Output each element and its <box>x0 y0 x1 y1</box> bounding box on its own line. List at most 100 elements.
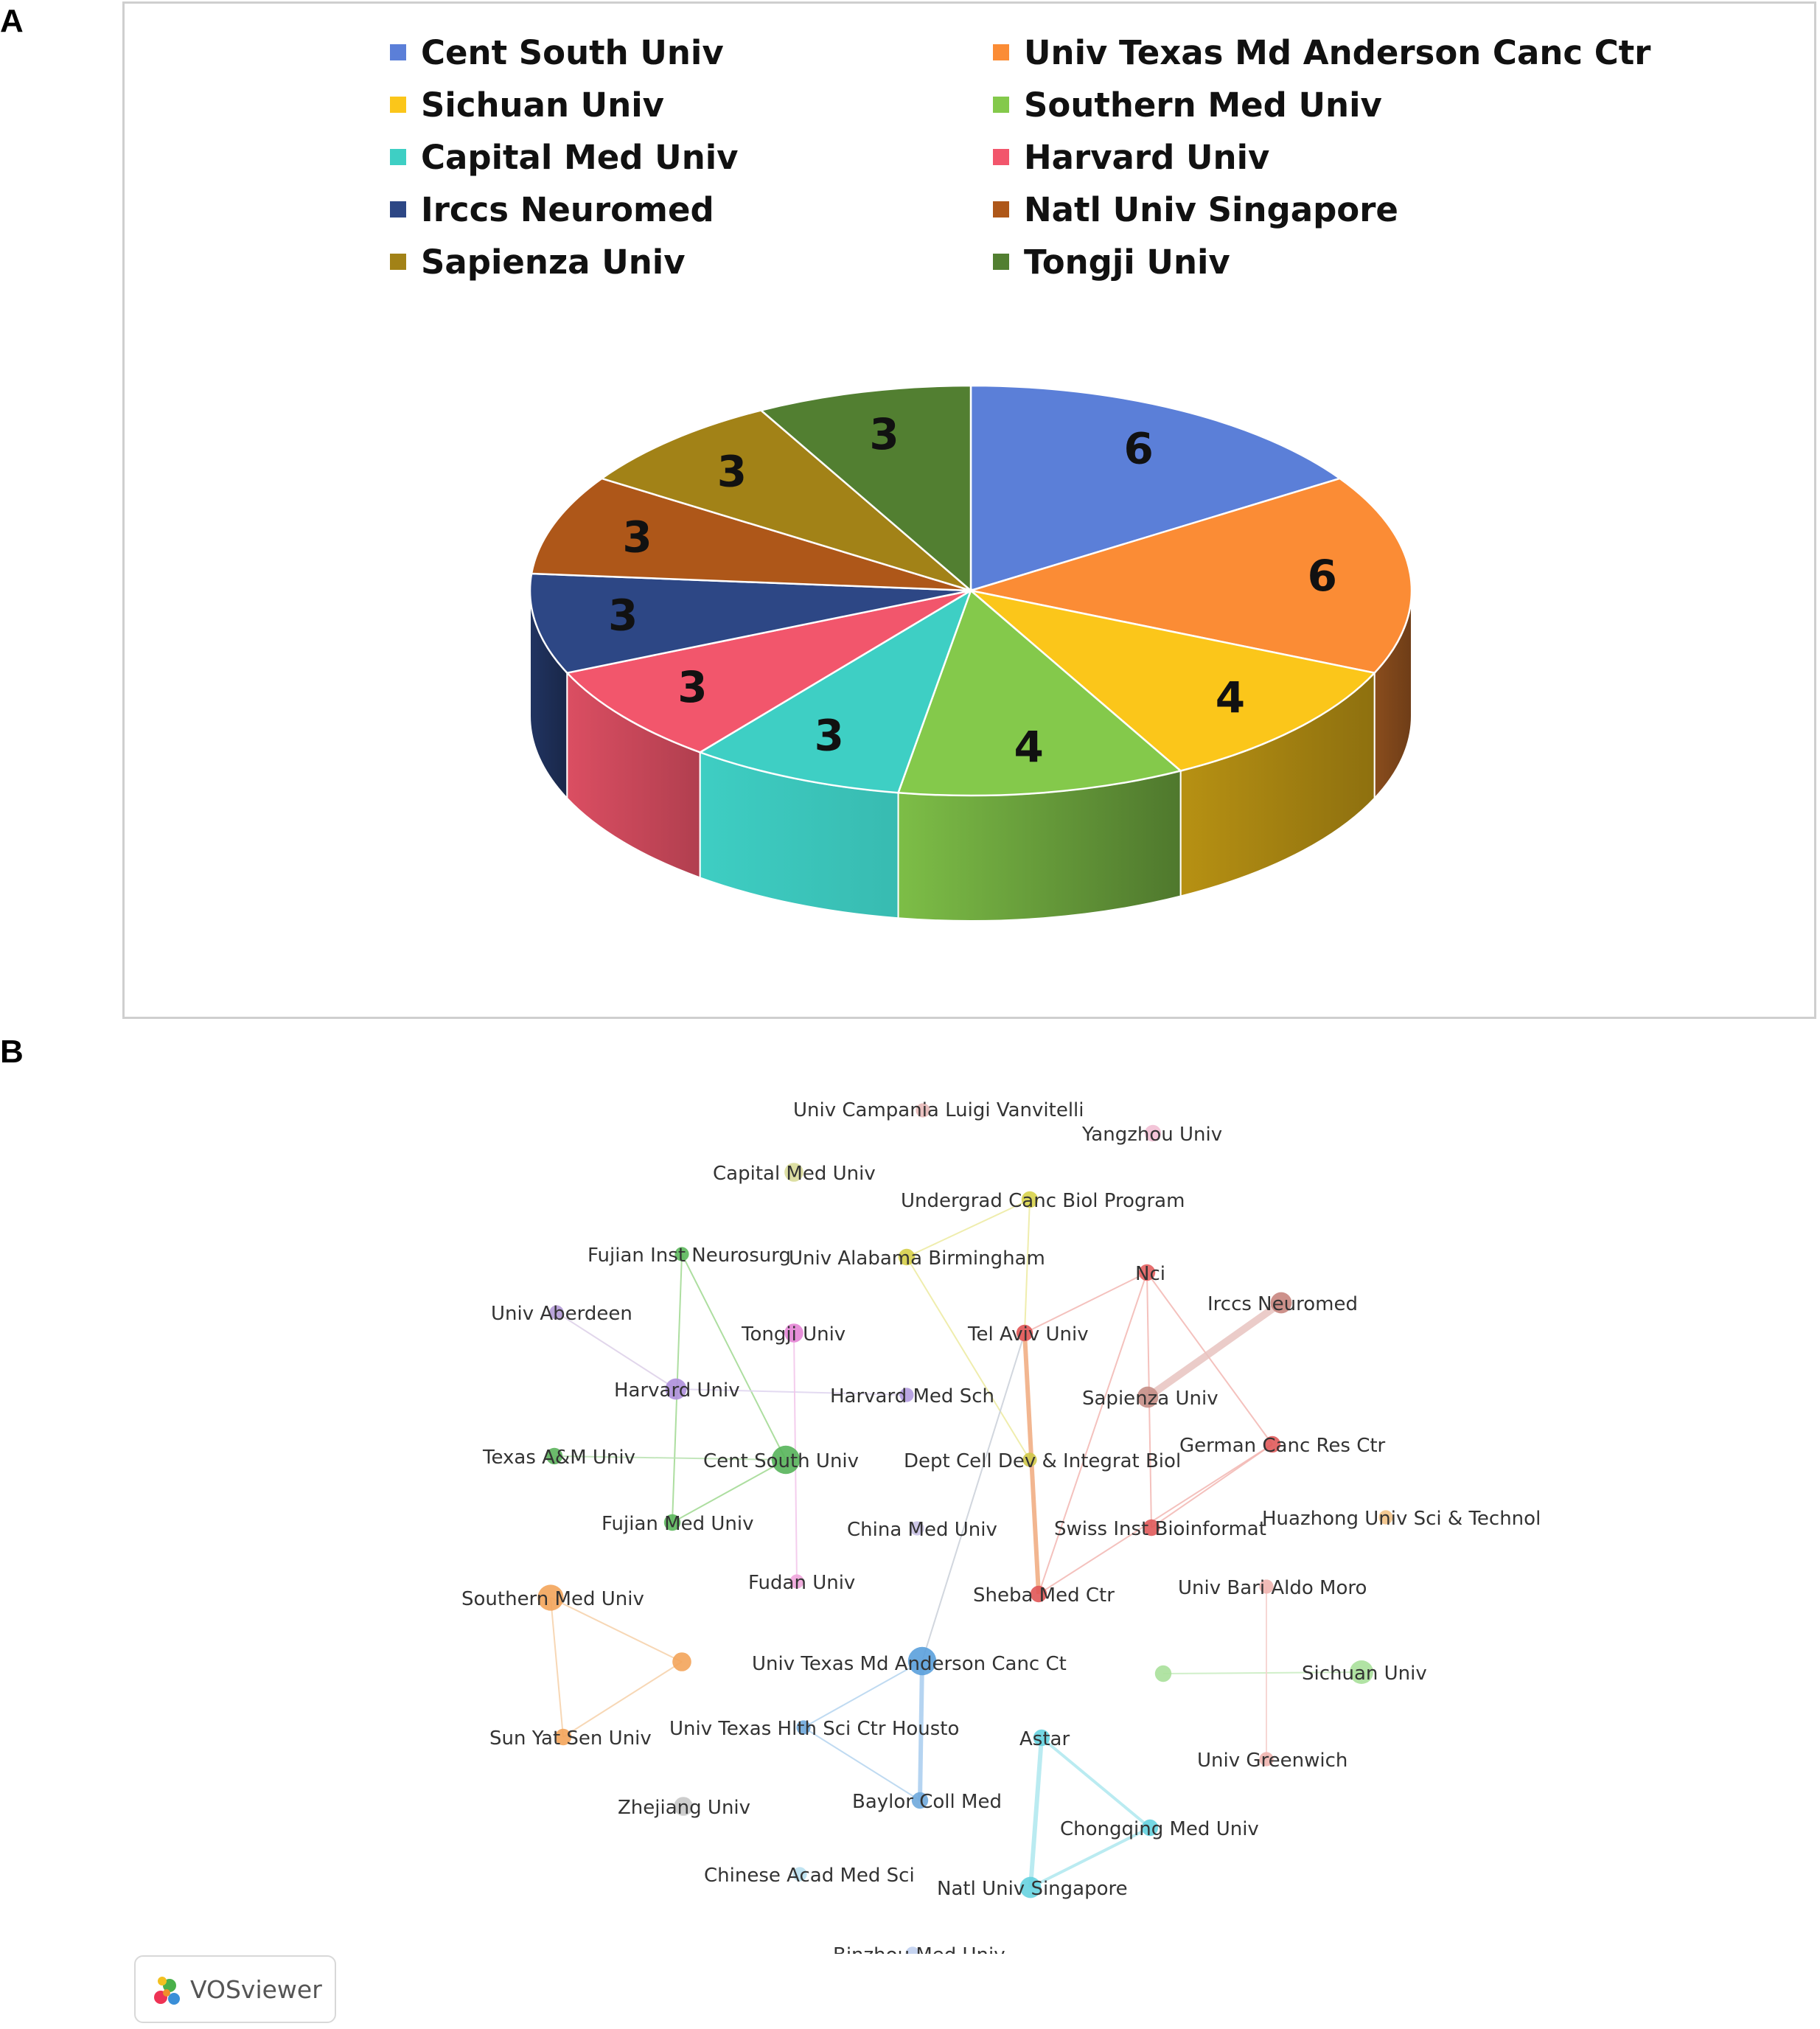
network-node-label: Undergrad Canc Biol Program <box>901 1190 1185 1212</box>
network-edge <box>556 1312 677 1390</box>
network-node-label: Univ Greenwich <box>1197 1750 1347 1772</box>
legend-label: Harvard Univ <box>1024 137 1270 177</box>
network-node-label: Yangzhou Univ <box>1081 1124 1222 1146</box>
legend-swatch <box>993 201 1009 217</box>
pie-slice-6 <box>529 572 972 675</box>
network-edge <box>562 1661 683 1738</box>
network-edge <box>554 1455 787 1461</box>
network-node <box>771 1445 801 1475</box>
panel-label-a: A <box>0 3 24 39</box>
network-node-label: Univ Bari Aldo Moro <box>1178 1577 1367 1599</box>
network-node <box>545 1447 563 1465</box>
network-node <box>789 1574 804 1589</box>
legend-swatch <box>993 254 1009 270</box>
network-node <box>1350 1660 1373 1684</box>
network-node-label: Sapienza Univ <box>1082 1388 1218 1410</box>
pie-data-label: 3 <box>677 662 707 712</box>
pie-slice-4 <box>697 588 973 794</box>
network-node <box>674 1247 689 1261</box>
network-node <box>1259 1579 1274 1594</box>
legend-item: Univ Texas Md Anderson Canc Ctr <box>993 30 1650 74</box>
pie-slice-9 <box>759 384 972 593</box>
legend-swatch <box>390 254 406 270</box>
network-edge <box>1030 1826 1151 1889</box>
pie-slice-3 <box>896 588 1183 797</box>
pie-slice-7 <box>530 477 972 592</box>
network-node <box>784 1163 803 1182</box>
network-node <box>1378 1510 1393 1525</box>
network-edge <box>1024 1199 1031 1334</box>
network-node-label: Chongqing Med Univ <box>1060 1818 1259 1840</box>
network-edge <box>921 1332 1025 1662</box>
pie-legend: Cent South Univ Univ Texas Md Anderson Ca… <box>390 30 1717 284</box>
network-node-label: Univ Alabama Birmingham <box>789 1247 1045 1270</box>
network-node-label: Tel Aviv Univ <box>967 1323 1089 1346</box>
network-edge <box>1028 1737 1044 1888</box>
legend-item: Natl Univ Singapore <box>993 187 1398 232</box>
network-node-label: Texas A&M Univ <box>482 1447 635 1469</box>
vosviewer-logo-text: VOSviewer <box>190 1974 322 2004</box>
network-node <box>1144 1124 1162 1142</box>
network-node-label: Univ Texas Md Anderson Canc Ct <box>752 1653 1067 1675</box>
legend-swatch <box>390 44 406 60</box>
pie-slice-8 <box>599 409 972 592</box>
network-node <box>1138 1264 1156 1281</box>
network-node <box>910 1521 924 1536</box>
network-node-label: Southern Med Univ <box>461 1588 644 1610</box>
pie-data-label: 6 <box>1124 423 1154 473</box>
legend-label: Irccs Neuromed <box>421 189 714 229</box>
network-node-label: Baylor Coll Med <box>852 1791 1002 1813</box>
pie-slice-1 <box>970 477 1413 675</box>
network-edge <box>906 1256 1031 1461</box>
network-edge <box>803 1727 921 1801</box>
legend-label: Cent South Univ <box>421 32 724 72</box>
network-node <box>898 1248 916 1266</box>
network-node <box>537 1584 564 1611</box>
network-node <box>916 1103 930 1118</box>
network-node-label: Irccs Neuromed <box>1207 1293 1358 1315</box>
network-node <box>1030 1585 1047 1603</box>
legend-label: Natl Univ Singapore <box>1024 189 1398 229</box>
network-node-label: Binzhou Med Univ <box>833 1944 1005 1954</box>
network-node-label: Fudan Univ <box>748 1572 855 1594</box>
network-node-label: Univ Texas Hlth Sci Ctr Housto <box>669 1718 959 1740</box>
network-node <box>899 1388 914 1402</box>
network-node-label: Chinese Acad Med Sci <box>704 1865 915 1887</box>
legend-item: Cent South Univ <box>390 30 724 74</box>
network-node <box>1021 1191 1039 1208</box>
network-edge <box>1146 1299 1283 1401</box>
network-edge <box>803 1660 923 1728</box>
pie-slice-5 <box>565 589 972 754</box>
network-node <box>674 1797 693 1816</box>
network-node <box>1270 1292 1292 1314</box>
network-node-label: Univ Campania Luigi Vanvitelli <box>793 1099 1084 1121</box>
vosviewer-icon <box>154 1977 180 2005</box>
network-node-label: Univ Aberdeen <box>491 1303 632 1325</box>
network-edge <box>1040 1736 1151 1829</box>
network-node-label: Natl Univ Singapore <box>937 1878 1128 1900</box>
legend-item: Harvard Univ <box>993 135 1269 179</box>
network-node-label: Capital Med Univ <box>713 1163 876 1185</box>
network-node <box>905 1946 920 1954</box>
legend-label: Capital Med Univ <box>421 137 739 177</box>
pie-data-label: 3 <box>717 446 747 496</box>
legend-item: Tongji Univ <box>993 240 1230 284</box>
legend-label: Southern Med Univ <box>1024 85 1382 125</box>
network-node-label: Zhejiang Univ <box>618 1797 750 1819</box>
pie-data-label: 3 <box>622 512 652 563</box>
legend-item: Capital Med Univ <box>390 135 739 179</box>
network-node <box>911 1792 929 1809</box>
legend-item: Sichuan Univ <box>390 83 664 127</box>
network-node <box>665 1378 687 1400</box>
network-edge <box>550 1597 683 1663</box>
network-node <box>1019 1876 1042 1899</box>
network-node <box>1143 1519 1160 1536</box>
pie-data-label: 4 <box>1014 722 1044 772</box>
network-nodes <box>537 1103 1393 1954</box>
network-node <box>907 1646 937 1676</box>
legend-swatch <box>390 97 406 113</box>
legend-label: Sapienza Univ <box>421 242 686 282</box>
network-node-label: Harvard Univ <box>614 1379 740 1402</box>
network-graph: Univ Campania Luigi Vanvitelli Yangzhou U… <box>461 1099 1541 1954</box>
